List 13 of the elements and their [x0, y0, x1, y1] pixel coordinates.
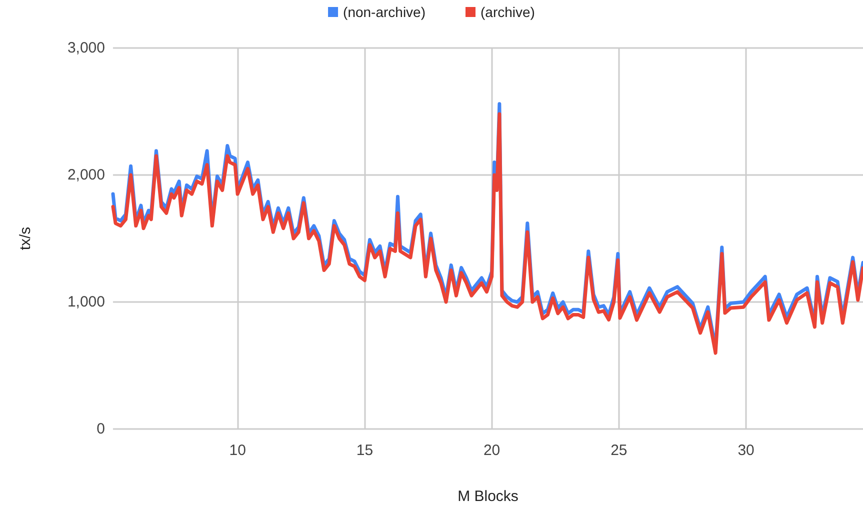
y-tick-label: 1,000 [67, 294, 105, 310]
y-axis-title: tx/s [17, 226, 34, 250]
x-axis-title: M Blocks [458, 488, 518, 505]
y-tick-label: 0 [96, 420, 105, 438]
legend-label: (archive) [480, 4, 535, 20]
x-tick-label: 10 [229, 442, 246, 459]
x-tick-label: 30 [738, 442, 754, 459]
legend-label: (non-archive) [343, 4, 426, 20]
x-tick-label: 25 [610, 442, 628, 459]
x-tick-label: 20 [483, 442, 500, 459]
y-tick-label: 2,000 [67, 166, 105, 184]
x-tick-label: 15 [356, 442, 374, 459]
y-tick-label: 3,000 [67, 40, 105, 56]
